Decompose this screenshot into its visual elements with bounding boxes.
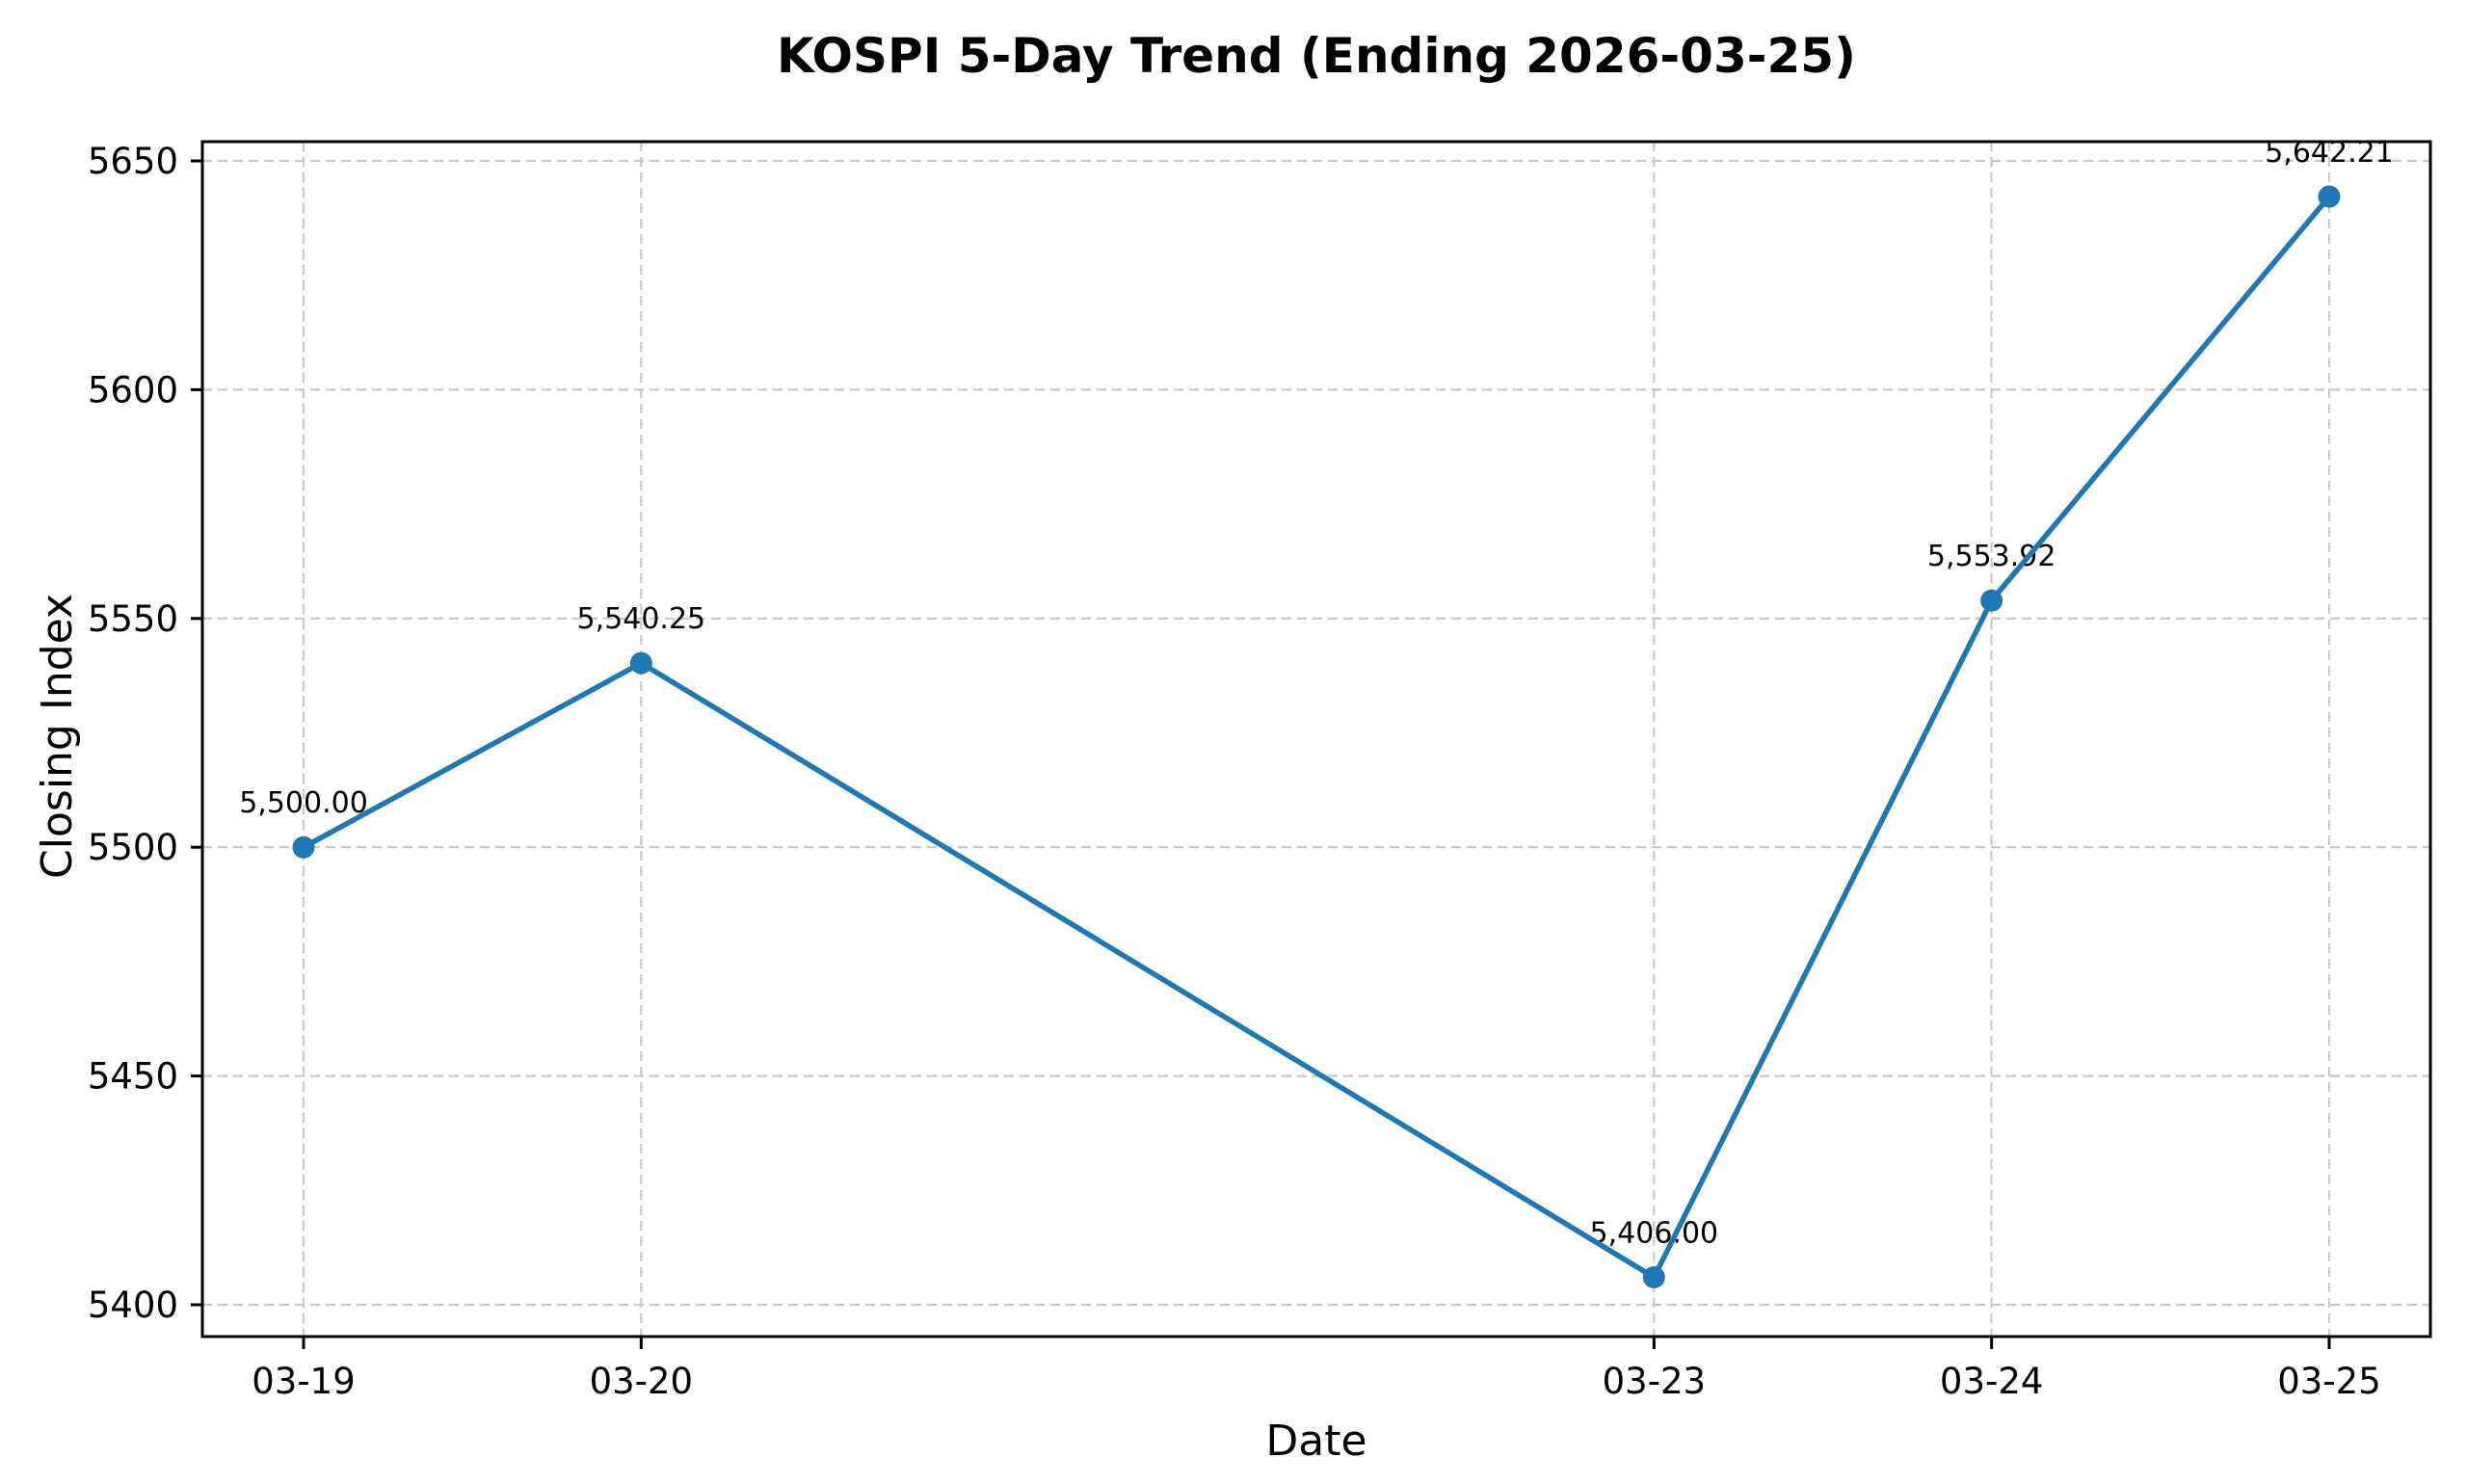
x-tick-label: 03-19 (252, 1361, 356, 1402)
y-tick-label: 5650 (88, 141, 178, 182)
x-axis-label: Date (1265, 1417, 1366, 1466)
chart-title: KOSPI 5-Day Trend (Ending 2026-03-25) (777, 28, 1856, 84)
x-tick-label: 03-24 (1940, 1361, 2044, 1402)
x-tick-label: 03-20 (590, 1361, 694, 1402)
grid-lines (202, 142, 2430, 1337)
y-tick-label: 5400 (88, 1285, 178, 1326)
y-tick-label: 5450 (88, 1056, 178, 1098)
data-point-marker (2318, 185, 2341, 208)
data-point-marker (1642, 1266, 1665, 1289)
x-tick-label: 03-25 (2277, 1361, 2381, 1402)
data-point-marker (1980, 589, 2003, 612)
data-point-marker (292, 835, 315, 859)
y-tick-label: 5500 (88, 827, 178, 868)
x-axis-ticks: 03-19 03-20 03-23 03-24 03-25 (252, 1337, 2381, 1402)
x-tick-label: 03-23 (1603, 1361, 1707, 1402)
data-point-label: 5,406.00 (1590, 1217, 1719, 1251)
data-point-label: 5,540.25 (577, 602, 706, 636)
data-point-label: 5,500.00 (239, 786, 368, 820)
plot-area-frame (200, 140, 2432, 1338)
series-line (301, 194, 2332, 1281)
y-tick-label: 5600 (88, 369, 178, 411)
y-axis-label: Closing Index (33, 594, 82, 879)
data-point-marker (629, 651, 652, 675)
data-series: 5,500.005,540.255,406.005,553.925,642.21 (239, 136, 2394, 1289)
y-tick-label: 5550 (88, 598, 178, 640)
y-axis-ticks: 5400 5450 5500 5550 5600 5650 (88, 141, 202, 1326)
